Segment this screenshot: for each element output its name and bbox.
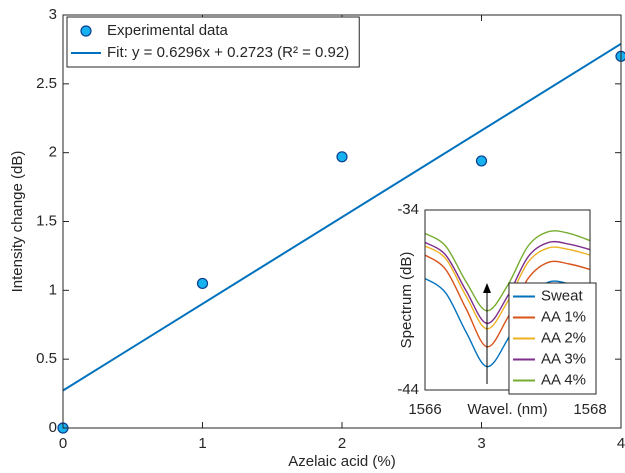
line: [424, 277, 591, 368]
axes-box: [62, 14, 622, 429]
data-point: [336, 151, 348, 163]
y-tick-label: -34: [397, 201, 419, 218]
y-tick-label: -44: [397, 381, 419, 398]
x-tick-label: 1: [198, 435, 206, 452]
y-tick-label: 2: [49, 144, 57, 161]
legend-label: AA 2%: [541, 329, 586, 346]
chart-1: 1566 1568 -44 -34 Wavel. (nm) Spectrum (dB) Sw…: [397, 201, 606, 418]
x-tick-label: 0: [59, 435, 67, 452]
legend-swatch: [80, 25, 92, 37]
x-tick-label: 2: [338, 435, 346, 452]
legend-box: [66, 16, 360, 68]
x-tick-label: 1566: [408, 401, 441, 418]
legend-label: Sweat: [541, 287, 584, 304]
x-tick-label: 4: [617, 435, 625, 452]
line: [62, 42, 622, 392]
legend: Sweat AA 1% AA 2% AA 3% AA 4%: [508, 282, 597, 395]
y-tick-label: 1.5: [36, 212, 57, 229]
line: [424, 240, 591, 325]
x-axis-label: Wavel. (nm): [467, 401, 547, 418]
legend-label: AA 4%: [541, 371, 586, 388]
legend-label: Experimental data: [107, 22, 229, 39]
y-tick-label: 1: [49, 281, 57, 298]
legend-label: Fit: y = 0.6296x + 0.2723 (R² = 0.92): [107, 44, 349, 61]
y-tick-label: 3: [49, 6, 57, 23]
arrow-head: [483, 283, 491, 293]
line: [424, 254, 591, 348]
x-axis-label: Azelaic acid (%): [288, 453, 396, 470]
legend-label: AA 1%: [541, 308, 586, 325]
y-tick-label: 2.5: [36, 75, 57, 92]
trend-arrow: [483, 283, 491, 384]
y-tick-label: 0.5: [36, 350, 57, 367]
data-point: [196, 277, 209, 290]
line: [424, 230, 591, 312]
y-axis-label: Spectrum (dB): [398, 252, 415, 349]
y-axis-label: Intensity change (dB): [9, 151, 26, 293]
legend: Experimental data Fit: y = 0.6296x + 0.27…: [66, 16, 360, 68]
legend-label: AA 3%: [541, 350, 586, 367]
line: [424, 245, 591, 330]
data-point: [475, 155, 488, 167]
x-tick-label: 1568: [573, 401, 606, 418]
y-tick-label: 0: [49, 419, 57, 436]
x-tick-label: 3: [477, 435, 485, 452]
